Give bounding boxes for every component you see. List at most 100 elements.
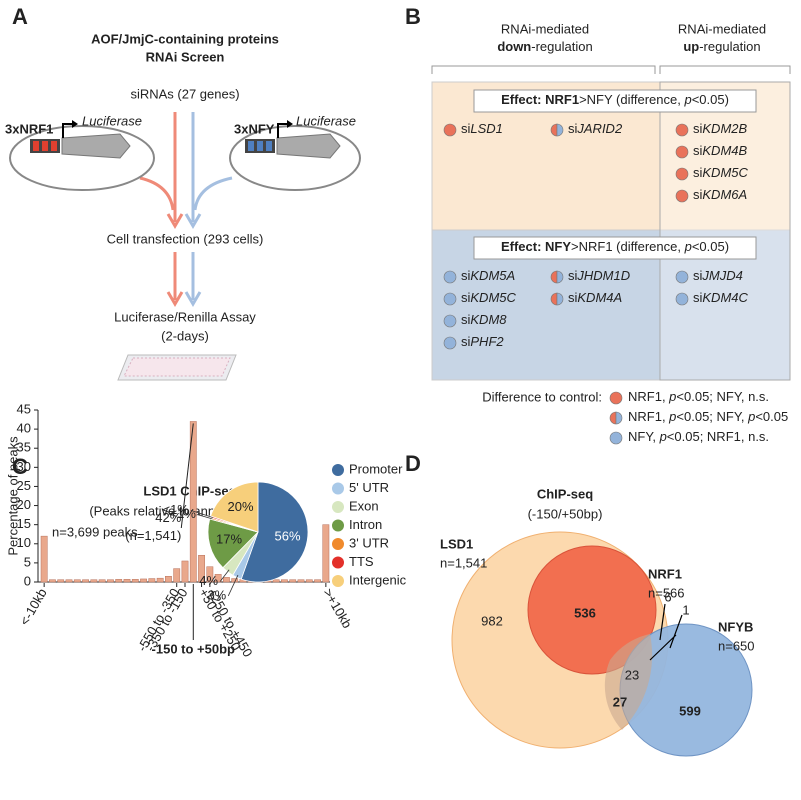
bar: [272, 579, 280, 583]
gene: KDM6A: [702, 187, 747, 202]
prefix: si: [568, 290, 578, 305]
y-tick-label: 20: [17, 497, 31, 512]
legend-marker: [332, 575, 344, 587]
bar: [223, 577, 230, 583]
effect-label: Effect: NFY>NRF1 (difference, p<0.05): [501, 239, 729, 254]
prefix: si: [693, 290, 703, 305]
legend-label: 5' UTR: [349, 480, 389, 495]
panel-label: D: [405, 451, 421, 476]
legend-part: p: [668, 389, 676, 404]
gene: KDM4B: [702, 143, 747, 158]
legend-part: <0.05: [755, 409, 788, 424]
marker: [675, 145, 689, 159]
y-tick-label: 0: [24, 573, 31, 588]
bar: [206, 566, 214, 583]
bar: [214, 574, 222, 583]
bracket: [431, 65, 791, 74]
set-count: n=1,541: [440, 555, 487, 570]
legend-part: <0.05; NFY, n.s.: [676, 389, 769, 404]
y-tick-label: 25: [17, 478, 31, 493]
column-header: RNAi-mediated: [678, 21, 766, 36]
marker: [609, 411, 617, 425]
marker: [675, 167, 689, 181]
pie-label: 3%: [207, 587, 226, 602]
bar: [314, 579, 321, 583]
gene: KDM4C: [702, 290, 748, 305]
bar: [140, 578, 147, 583]
transfection: Cell transfection (293 cells): [107, 231, 264, 246]
gene-label: siKDM4A: [568, 290, 622, 305]
legend-part: p: [668, 409, 676, 424]
prefix: si: [693, 165, 703, 180]
title: RNAi Screen: [146, 49, 225, 64]
x-tick-label: <-10kb: [17, 586, 50, 628]
legend-marker: [332, 519, 344, 532]
gene-label: siJARID2: [568, 121, 623, 136]
leader: [649, 603, 683, 661]
bar: [98, 579, 106, 583]
legend-label: 3' UTR: [349, 535, 389, 550]
effect-label: Effect: NRF1>NFY (difference, p<0.05): [501, 92, 729, 107]
legend-entry: NRF1, p<0.05; NFY, n.s.: [628, 389, 769, 404]
bar: [165, 576, 172, 583]
y-tick-label: 35: [17, 440, 31, 455]
bar: [189, 421, 197, 583]
venn-overlap: [604, 634, 653, 730]
plasmid: [9, 120, 155, 191]
marker: [443, 314, 457, 328]
bar: [173, 568, 181, 583]
y-tick-label: 30: [17, 459, 31, 474]
gene: KDM8: [470, 312, 507, 327]
marker: [609, 391, 623, 405]
gene: PHF2: [470, 334, 504, 349]
marker: [556, 123, 564, 137]
legend-part: NFY,: [628, 429, 660, 444]
pie-label: 4%: [199, 573, 218, 588]
marker: [675, 189, 689, 203]
bar: [148, 578, 156, 583]
set-count: n=650: [718, 638, 755, 653]
panel-label: B: [405, 4, 421, 29]
pie-slice: [207, 518, 259, 569]
bar: [115, 579, 123, 583]
marker: [675, 270, 689, 284]
bar: [297, 579, 305, 583]
prefix: si: [693, 143, 703, 158]
marker: [556, 270, 564, 284]
prefix: si: [461, 312, 471, 327]
set-name: NRF1: [648, 566, 682, 581]
set-count: n=566: [648, 585, 685, 600]
prefix: si: [461, 268, 471, 283]
bar: [181, 560, 189, 583]
legend-entry: NFY, p<0.05; NRF1, n.s.: [628, 429, 769, 444]
y-tick-label: 5: [24, 554, 31, 569]
gene-label: siKDM8: [461, 312, 507, 327]
x-tick-label: -150 to +50bp: [152, 641, 236, 656]
gene-label: siKDM5A: [461, 268, 515, 283]
gene-label: siPHF2: [461, 334, 504, 349]
plasmid-element: 3xNRF1: [5, 121, 53, 136]
gene-label: siJHDM1D: [568, 268, 630, 283]
leader: [219, 569, 230, 582]
plasmid-reporter: Luciferase: [296, 113, 356, 128]
leader: [190, 510, 213, 518]
marker: [675, 123, 689, 137]
region-count: 23: [625, 667, 639, 682]
leader: [197, 514, 213, 520]
legend-label: TTS: [349, 554, 374, 569]
region-count: 6: [664, 589, 671, 604]
prefix: si: [461, 121, 471, 136]
pie-slice: [210, 481, 259, 533]
bar: [107, 579, 114, 583]
column-header: down-regulation: [497, 39, 592, 54]
sirnas: siRNAs (27 genes): [130, 86, 239, 101]
legend-part: NRF1,: [628, 389, 669, 404]
plasmid-reporter: Luciferase: [82, 113, 142, 128]
y-tick-label: 10: [17, 535, 31, 550]
bar: [49, 579, 56, 583]
panel-label: A: [12, 4, 28, 29]
bar: [40, 535, 48, 583]
bar: [289, 579, 297, 583]
prefix: si: [693, 121, 703, 136]
effect-box: [473, 236, 757, 260]
